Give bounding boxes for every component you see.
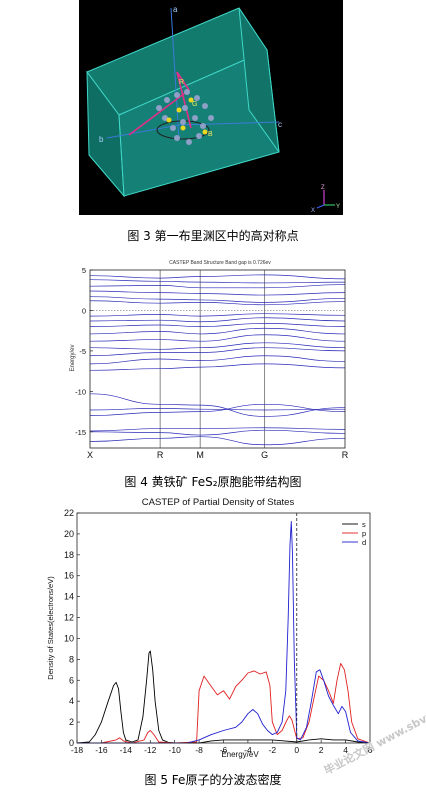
corner-axis-x: X bbox=[311, 208, 315, 214]
band-line bbox=[89, 342, 346, 350]
band-line bbox=[89, 403, 346, 416]
band-line bbox=[89, 290, 346, 296]
band-kpoint-label: G bbox=[261, 450, 268, 460]
band-kpoint-label: M bbox=[196, 450, 204, 460]
pdos-x-tick-label: -4 bbox=[244, 745, 252, 755]
band-line bbox=[89, 296, 346, 303]
pdos-y-tick-label: 10 bbox=[64, 633, 74, 643]
band-y-tick-label: -5 bbox=[79, 347, 86, 356]
pdos-x-tick-label: 4 bbox=[343, 745, 348, 755]
band-line bbox=[89, 284, 346, 289]
corner-axis-z: Z bbox=[321, 185, 325, 191]
pdos-chart-title: CASTEP of Partial Density of States bbox=[142, 497, 295, 508]
band-line bbox=[89, 427, 346, 432]
pdos-x-tick-label: -12 bbox=[144, 745, 157, 755]
band-line bbox=[89, 334, 346, 342]
band-line bbox=[89, 429, 346, 436]
cube-right-face bbox=[238, 7, 280, 153]
band-line bbox=[89, 355, 346, 365]
band-chart-title: CASTEP Band Structure Band gap is 0.726e… bbox=[169, 260, 271, 266]
axis-label-b: b bbox=[99, 135, 104, 144]
point-label-r: R bbox=[179, 79, 184, 86]
pdos-x-tick-label: 2 bbox=[319, 745, 324, 755]
band-y-tick-label: -10 bbox=[75, 387, 86, 396]
band-line bbox=[89, 317, 346, 323]
axis-line-a bbox=[170, 7, 180, 141]
band-y-tick-label: 5 bbox=[82, 266, 86, 275]
band-line bbox=[89, 313, 346, 317]
band-kpoint-label: R bbox=[342, 450, 349, 460]
band-line bbox=[89, 436, 346, 446]
atom-cluster bbox=[156, 89, 214, 145]
point-label-b: B bbox=[208, 131, 213, 138]
brillouin-zone-figure: a c b G R B Z Y X bbox=[79, 0, 343, 215]
pdos-x-tick-label: 6 bbox=[368, 745, 373, 755]
pdos-y-tick-label: 14 bbox=[64, 592, 74, 602]
band-plot-frame bbox=[89, 269, 346, 449]
pdos-y-tick-label: 16 bbox=[64, 571, 74, 581]
pdos-legend-label: p bbox=[362, 529, 366, 538]
pdos-y-tick-label: 12 bbox=[64, 613, 74, 623]
pdos-x-tick-label: -2 bbox=[269, 745, 277, 755]
pdos-legend-label: d bbox=[362, 538, 366, 547]
band-y-tick-label: 0 bbox=[82, 306, 86, 315]
corner-axes-indicator: Z Y X bbox=[311, 185, 340, 214]
pdos-x-tick-label: 0 bbox=[294, 745, 299, 755]
pdos-x-tick-label: -6 bbox=[220, 745, 228, 755]
pdos-x-tick-label: -16 bbox=[95, 745, 108, 755]
corner-axis-y: Y bbox=[336, 204, 340, 210]
figure4-caption: 图 4 黄铁矿 FeS₂原胞能带结构图 bbox=[124, 475, 302, 489]
band-line bbox=[89, 408, 346, 411]
band-kpoint-label: R bbox=[157, 450, 164, 460]
axis-line-c bbox=[178, 121, 280, 126]
band-line bbox=[89, 393, 346, 417]
pdos-y-tick-label: 20 bbox=[64, 529, 74, 539]
point-label-g: G bbox=[192, 101, 197, 108]
pdos-y-tick-label: 6 bbox=[69, 675, 74, 685]
band-y-tick-label: -15 bbox=[75, 428, 86, 437]
band-line bbox=[89, 347, 346, 357]
pdos-x-tick-label: -8 bbox=[195, 745, 203, 755]
band-line bbox=[89, 363, 346, 371]
pdos-y-tick-label: 0 bbox=[69, 738, 74, 748]
pdos-series-d bbox=[77, 520, 371, 744]
pdos-y-tick-label: 18 bbox=[64, 550, 74, 560]
pdos-x-axis-label: Energy/eV bbox=[221, 750, 259, 759]
high-symmetry-points bbox=[166, 97, 208, 135]
pdos-series-s bbox=[76, 650, 371, 744]
band-line bbox=[89, 323, 346, 327]
band-kpoint-label: X bbox=[87, 450, 93, 460]
band-line bbox=[89, 279, 346, 284]
band-y-axis-label: Energy/ev bbox=[70, 344, 76, 371]
k-path-line bbox=[128, 71, 192, 136]
band-structure-chart: CASTEP Band Structure Band gap is 0.726e… bbox=[70, 260, 349, 460]
pdos-y-tick-label: 2 bbox=[69, 717, 74, 727]
band-line bbox=[89, 300, 346, 306]
pdos-y-tick-label: 22 bbox=[64, 508, 74, 518]
pdos-y-axis-label: Density of States(electrons/eV) bbox=[46, 576, 55, 680]
pdos-legend-label: s bbox=[362, 520, 366, 529]
pdos-y-tick-label: 8 bbox=[69, 654, 74, 664]
pdos-plot-frame bbox=[76, 512, 371, 744]
pdos-x-tick-label: -14 bbox=[120, 745, 133, 755]
pdos-x-tick-label: -10 bbox=[169, 745, 182, 755]
band-line bbox=[89, 327, 346, 335]
axis-label-a: a bbox=[173, 5, 178, 14]
pdos-series-p bbox=[77, 663, 371, 744]
pdos-y-tick-label: 4 bbox=[69, 696, 74, 706]
axis-label-c: c bbox=[278, 120, 282, 129]
figure5-caption: 图 5 Fe原子的分波态密度 bbox=[144, 773, 282, 787]
brillouin-zone-drawing: a c b G R B Z Y X bbox=[86, 5, 340, 214]
pdos-chart: CASTEP of Partial Density of States Dens… bbox=[46, 497, 373, 759]
figure3-caption: 图 3 第一布里渊区中的高对称点 bbox=[127, 229, 299, 243]
pdos-x-tick-label: -18 bbox=[71, 745, 84, 755]
band-line bbox=[89, 274, 346, 280]
axis-line-b bbox=[106, 124, 180, 139]
